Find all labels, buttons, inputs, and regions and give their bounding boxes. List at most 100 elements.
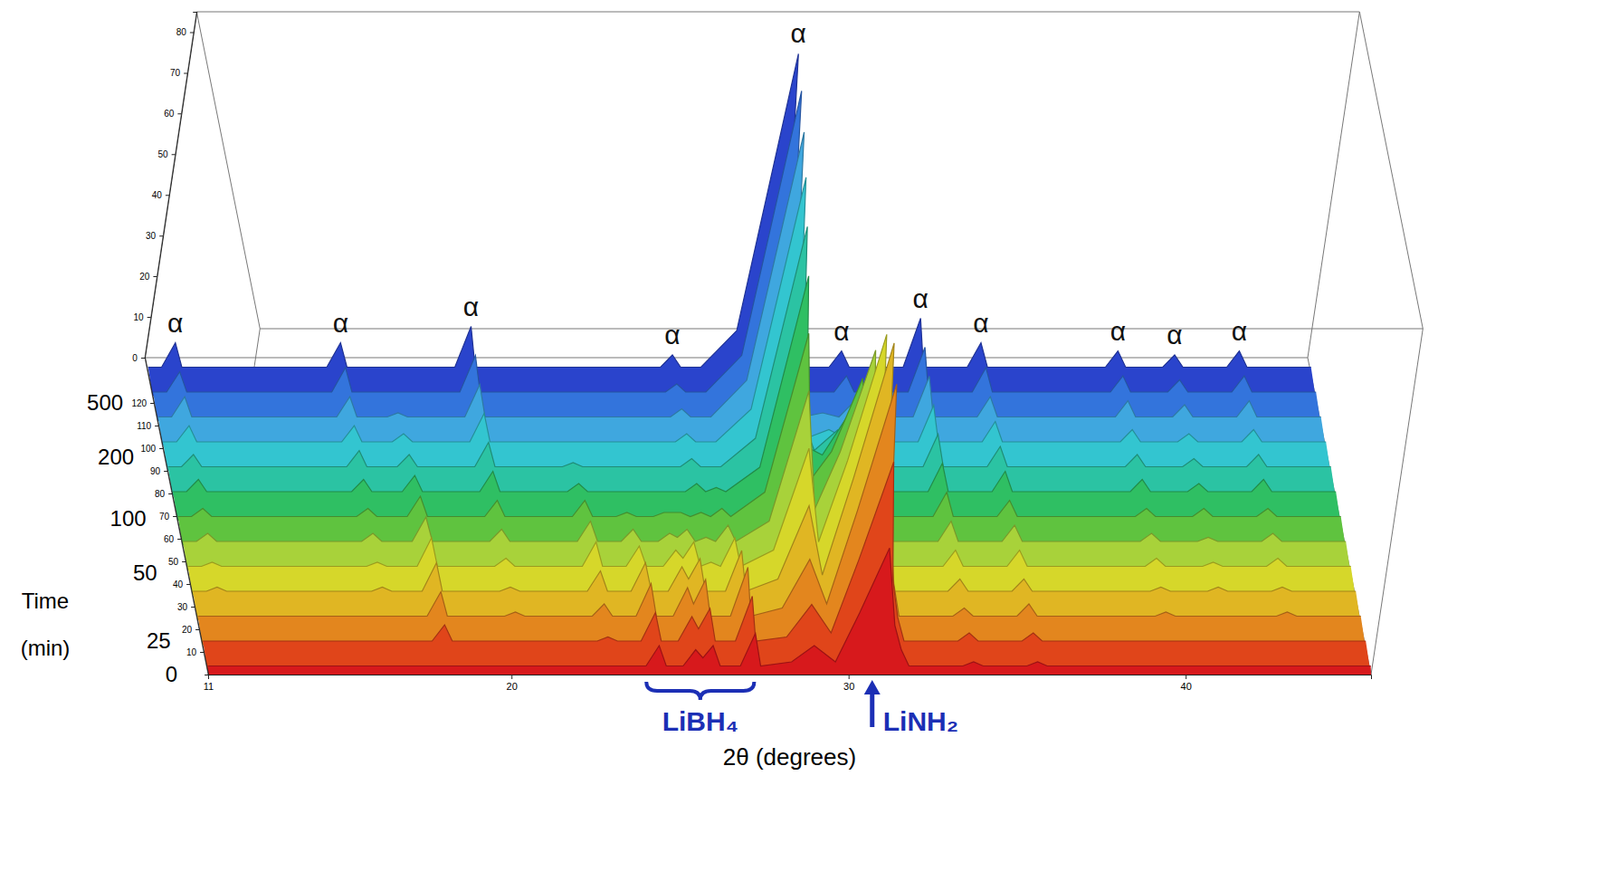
scan-line [172, 276, 1336, 492]
peak-label: α [333, 307, 349, 338]
intensity-axis-tick-label: 60 [163, 108, 175, 119]
scan-surface [152, 90, 1321, 421]
scan-surface [162, 177, 1331, 471]
depth-axis-tick: 80 [152, 488, 173, 499]
scan-surface [208, 547, 1372, 675]
depth-axis-tick-label: 120 [131, 398, 147, 409]
depth-axis-tick-label: 100 [140, 443, 156, 454]
scan-line [168, 226, 1332, 467]
intensity-axis-tick: 60 [162, 108, 183, 119]
x-axis-line [209, 675, 1372, 680]
depth-axis-tick-mark [172, 515, 177, 517]
frame-edge [1371, 328, 1423, 675]
intensity-axis-tick-mark [183, 72, 188, 74]
depth-axis-tick-label: 30 [177, 601, 189, 612]
peak-label: α [790, 18, 807, 48]
intensity-axis-tick-label: 30 [145, 230, 157, 241]
x-axis: 11203040 [203, 674, 1372, 692]
time-axis-tick-label: 50 [133, 560, 158, 585]
depth-axis-tick: 30 [175, 601, 196, 612]
time-axis-tick-label: 25 [146, 628, 172, 653]
time-axis-tick: 25 [141, 628, 204, 653]
peak-label: α [1110, 315, 1126, 346]
x-axis-tick: 40 [1180, 674, 1192, 692]
intensity-axis-tick: 30 [143, 230, 164, 241]
peak-label: α [167, 307, 183, 338]
x-axis-tick-mark [848, 674, 850, 679]
intensity-axis-tick-label: 80 [176, 27, 188, 38]
time-axis-tick-label: 0 [165, 661, 178, 686]
intensity-axis-tick-mark [147, 316, 152, 318]
intensity-axis-tick: 10 [132, 312, 153, 323]
x-axis-title: 2θ (degrees) [723, 742, 857, 771]
depth-axis-tick-label: 80 [154, 488, 166, 499]
scan-line [198, 383, 1362, 616]
frame [144, 11, 1423, 675]
scan-line [182, 350, 1346, 542]
scan-line [208, 547, 1372, 666]
x-axis-tick-mark [1185, 674, 1187, 679]
depth-axis-tick: 110 [134, 420, 160, 431]
brace [646, 681, 754, 700]
depth-axis-tick: 60 [161, 533, 182, 544]
depth-axis-tick-mark [159, 447, 163, 449]
scan-surface [198, 383, 1366, 645]
depth-axis-tick: 100 [138, 443, 164, 454]
intensity-axis-tick-label: 70 [170, 67, 181, 78]
scan-line [148, 53, 1312, 367]
depth-axis-tick-mark [163, 470, 168, 472]
depth-axis-tick-label: 10 [186, 647, 198, 658]
arrow-shaft [869, 692, 875, 727]
depth-axis-tick-mark [181, 561, 186, 562]
peak-label: α [1166, 319, 1182, 350]
peak-label: α [463, 291, 479, 322]
intensity-axis-tick: 80 [174, 27, 195, 38]
scan-surface [192, 342, 1361, 620]
scan-surface [182, 350, 1351, 571]
x-axis-tick: 30 [843, 674, 855, 692]
depth-axis-tick-label: 40 [172, 579, 184, 590]
scan-surface [178, 333, 1346, 545]
time-axis-tick: 200 [93, 444, 168, 469]
depth-axis-tick: 120 [129, 398, 155, 409]
time-axis-tick-label: 100 [110, 505, 147, 531]
peak-label: α [1231, 315, 1248, 346]
time-axis-tick: 100 [104, 505, 180, 531]
annotations: αααααααααααLiBH₄LiNH₂ [167, 18, 1248, 736]
frame-edge [1359, 11, 1423, 329]
arrow [864, 679, 881, 695]
scan-surface [188, 333, 1356, 595]
scan-line [178, 333, 1342, 516]
frame-edge [196, 11, 1360, 13]
intensity-axis-tick-mark [190, 31, 194, 33]
depth-axis-tick-label: 60 [163, 533, 175, 544]
depth-axis-tick: 50 [166, 556, 187, 567]
intensity-axis-tick-label: 20 [139, 271, 151, 282]
scan-line [162, 177, 1326, 442]
depth-axis-tick-label: 20 [181, 624, 193, 635]
depth-axis-tick-label: 90 [150, 466, 162, 477]
scan-line [152, 90, 1316, 392]
scan-surface [158, 132, 1326, 447]
intensity-axis-tick-label: 10 [133, 312, 145, 323]
scan-line [188, 333, 1352, 566]
depth-axis-tick-mark [195, 628, 200, 630]
depth-axis-tick: 10 [184, 647, 205, 658]
intensity-axis-tick-label: 0 [132, 352, 138, 363]
depth-axis-tick-mark [186, 583, 191, 585]
depth-axis-tick-label: 70 [159, 511, 171, 522]
chart: 1120304001020304050607080102030405060708… [0, 0, 1600, 881]
intensity-axis: 0 10 20 30 40 50 60 70 80 [125, 12, 198, 363]
intensity-axis-tick-label: 50 [158, 149, 170, 160]
x-axis-tick-label: 40 [1180, 680, 1192, 692]
phase-label: LiNH₂ [883, 705, 959, 736]
intensity-axis-tick: 40 [150, 190, 171, 200]
depth-axis-tick: 40 [171, 579, 191, 590]
intensity-axis-tick-label: 40 [152, 190, 163, 200]
x-axis-tick-label: 11 [203, 680, 214, 692]
scan-surface [168, 226, 1336, 496]
time-axis-tick-label: 200 [97, 444, 134, 469]
intensity-axis-tick-mark [171, 153, 176, 155]
peak-label: α [833, 315, 849, 346]
depth-axis-tick-mark [150, 402, 154, 404]
